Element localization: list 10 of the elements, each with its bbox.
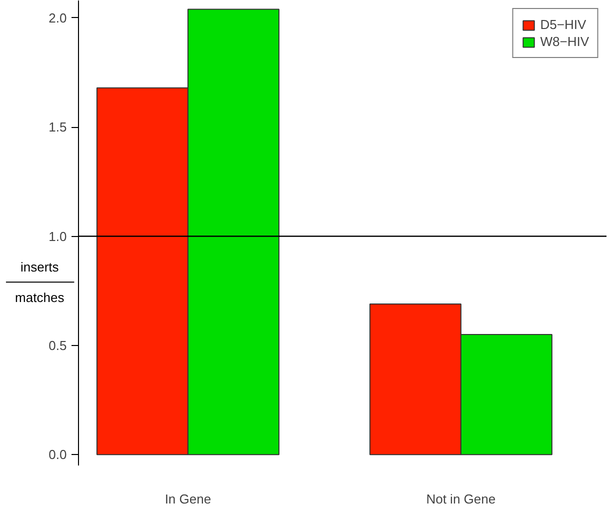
x-tick-label: In Gene [164,492,212,506]
y-tick-label: 1.5 [48,120,67,135]
y-tick-label: 1.0 [48,228,67,244]
x-tick-label: Not in Gene [426,492,496,506]
y-axis-title: inserts matches [15,259,65,305]
y-tick-label: 0.5 [48,338,67,353]
y-tick-label: 0.0 [48,447,67,462]
y-tick-label: 2.0 [48,10,67,26]
legend-label: D5−HIV [540,17,586,32]
legend-label: W8−HIV [540,34,589,49]
